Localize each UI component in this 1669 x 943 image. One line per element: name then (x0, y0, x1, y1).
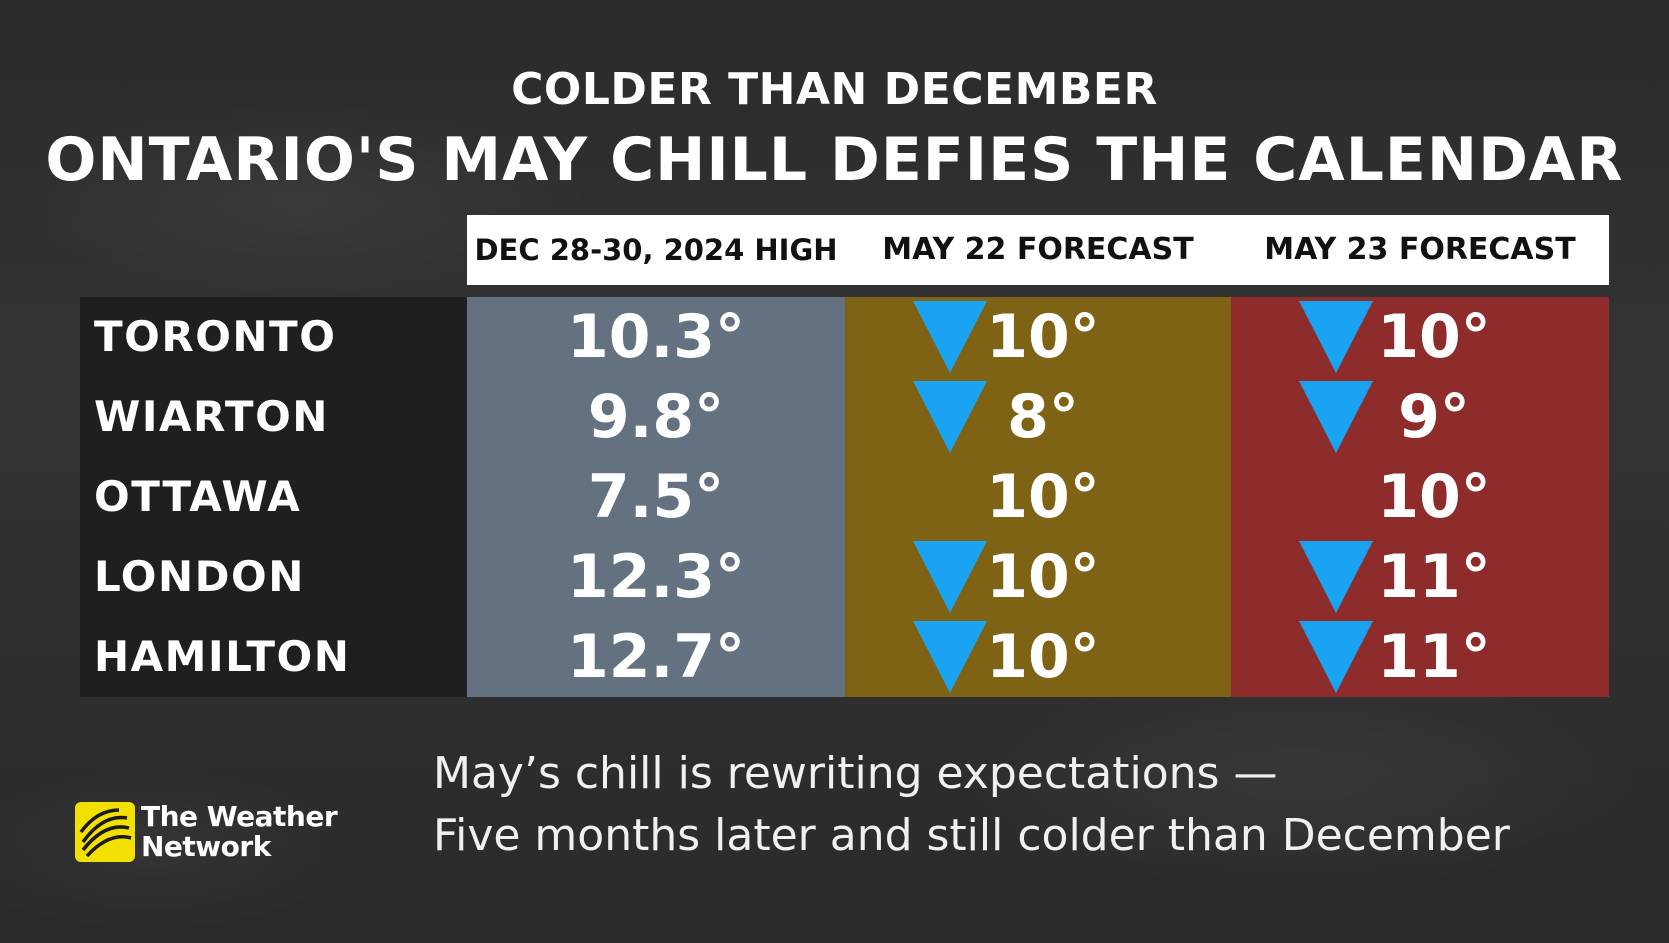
may22-value: 10° (986, 542, 1100, 612)
logo-wordmark: The Weather Network (141, 800, 338, 863)
city-label: LONDON (94, 552, 305, 601)
down-arrow-icon (1299, 621, 1373, 693)
dec-high-value: 12.7° (566, 622, 746, 692)
dec-high-value: 7.5° (587, 462, 725, 532)
down-arrow-icon (1299, 301, 1373, 373)
may22-value: 10° (986, 462, 1100, 532)
weather-network-logo: The Weather Network (75, 800, 355, 864)
city-label: TORONTO (94, 312, 337, 361)
logo-line: The Weather (141, 800, 338, 833)
may22-value: 8° (1007, 382, 1079, 452)
down-arrow-icon (913, 541, 987, 613)
dec-high-value: 12.3° (566, 542, 746, 612)
caption-line: May’s chill is rewriting expectations — (433, 748, 1278, 799)
may23-value: 11° (1377, 622, 1491, 692)
column-header-may23: MAY 23 FORECAST (1264, 232, 1576, 267)
down-arrow-icon (913, 301, 987, 373)
city-label: WIARTON (94, 392, 329, 441)
may23-column: 10° 9° 10° 11° 11° (1231, 297, 1609, 697)
table-header: DEC 28-30, 2024 HIGH MAY 22 FORECAST MAY… (467, 215, 1609, 285)
globe-icon (75, 802, 135, 862)
dec-high-value: 10.3° (566, 302, 746, 372)
down-arrow-icon (913, 621, 987, 693)
logo-line: Network (141, 830, 271, 863)
down-arrow-icon (1299, 381, 1373, 453)
may23-value: 11° (1377, 542, 1491, 612)
may23-value: 10° (1377, 302, 1491, 372)
column-header-dec-high: DEC 28-30, 2024 HIGH (474, 233, 838, 267)
city-label: OTTAWA (94, 472, 302, 521)
headline: COLDER THAN DECEMBER ONTARIO'S MAY CHILL… (0, 62, 1669, 198)
down-arrow-icon (1299, 541, 1373, 613)
caption: May’s chill is rewriting expectations — … (433, 743, 1510, 867)
city-list: TORONTO WIARTON OTTAWA LONDON HAMILTON (80, 297, 467, 697)
city-label: HAMILTON (94, 632, 351, 681)
caption-line: Five months later and still colder than … (433, 810, 1510, 861)
may22-value: 10° (986, 302, 1100, 372)
kicker: COLDER THAN DECEMBER (511, 64, 1158, 115)
may23-value: 10° (1377, 462, 1491, 532)
may22-value: 10° (986, 622, 1100, 692)
dec-high-column: 10.3° 9.8° 7.5° 12.3° 12.7° (467, 297, 845, 697)
may23-value: 9° (1398, 382, 1470, 452)
down-arrow-icon (913, 381, 987, 453)
dec-high-value: 9.8° (587, 382, 725, 452)
page-title: ONTARIO'S MAY CHILL DEFIES THE CALENDAR (45, 125, 1624, 195)
may22-column: 10° 8° 10° 10° 10° (845, 297, 1231, 697)
column-header-may22: MAY 22 FORECAST (882, 232, 1194, 267)
